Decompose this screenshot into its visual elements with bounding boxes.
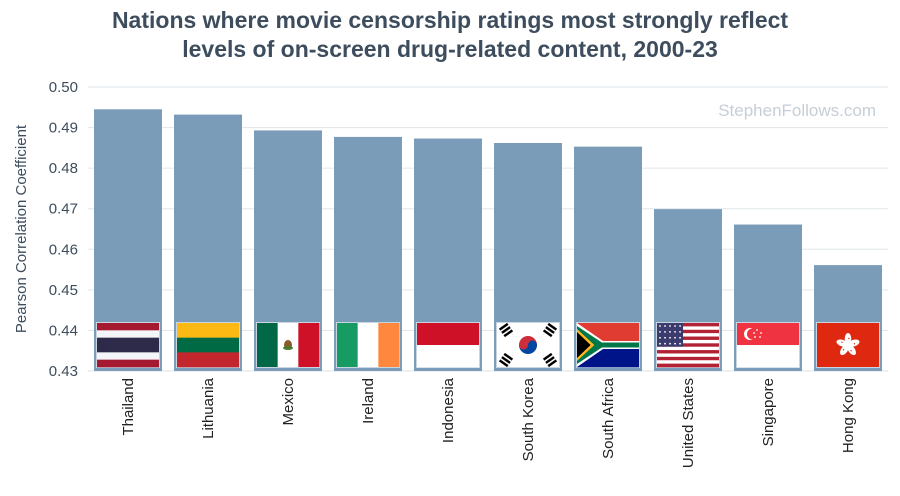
- y-tick-label: 0.48: [49, 160, 78, 177]
- thailand-flag-icon: [96, 322, 160, 368]
- indonesia-flag-icon: [416, 322, 480, 368]
- y-axis-ticks: 0.43 0.44 0.45 0.46 0.47 0.48 0.49 0.50: [49, 79, 78, 380]
- mexico-flag-icon: [256, 322, 320, 368]
- x-tick-label: United States: [680, 378, 697, 468]
- y-tick-label: 0.45: [49, 282, 78, 299]
- y-tick-label: 0.50: [49, 79, 78, 96]
- united-states-flag-icon: [656, 322, 720, 368]
- x-tick-label: Hong Kong: [840, 378, 857, 453]
- flags: [96, 322, 880, 368]
- chart-title-line-1: Nations where movie censorship ratings m…: [111, 7, 789, 33]
- y-tick-label: 0.46: [49, 241, 78, 258]
- watermark: StephenFollows.com: [718, 101, 876, 120]
- x-tick-label: Thailand: [120, 378, 137, 436]
- x-tick-label: South Africa: [600, 377, 617, 459]
- south-korea-flag-icon: [496, 322, 560, 368]
- x-tick-label: Singapore: [760, 378, 777, 446]
- ireland-flag-icon: [336, 322, 400, 368]
- y-tick-label: 0.44: [49, 322, 78, 339]
- lithuania-flag-icon: [176, 322, 240, 368]
- singapore-flag-icon: [736, 322, 800, 368]
- x-tick-label: Mexico: [280, 378, 297, 426]
- south-africa-flag-icon: [576, 322, 640, 368]
- y-axis-label: Pearson Correlation Coefficient: [13, 124, 30, 333]
- chart-title: Nations where movie censorship ratings m…: [0, 6, 900, 64]
- x-tick-label: Ireland: [360, 378, 377, 424]
- x-tick-label: Indonesia: [440, 377, 457, 443]
- y-tick-label: 0.43: [49, 363, 78, 380]
- y-tick-label: 0.49: [49, 120, 78, 137]
- y-tick-label: 0.47: [49, 201, 78, 218]
- chart-title-line-2: levels of on-screen drug-related content…: [182, 36, 718, 62]
- x-axis-labels: Thailand Lithuania Mexico Ireland Indonesia S…: [120, 377, 857, 468]
- x-tick-label: South Korea: [520, 377, 537, 461]
- x-tick-label: Lithuania: [200, 377, 217, 439]
- hong-kong-flag-icon: [816, 322, 880, 368]
